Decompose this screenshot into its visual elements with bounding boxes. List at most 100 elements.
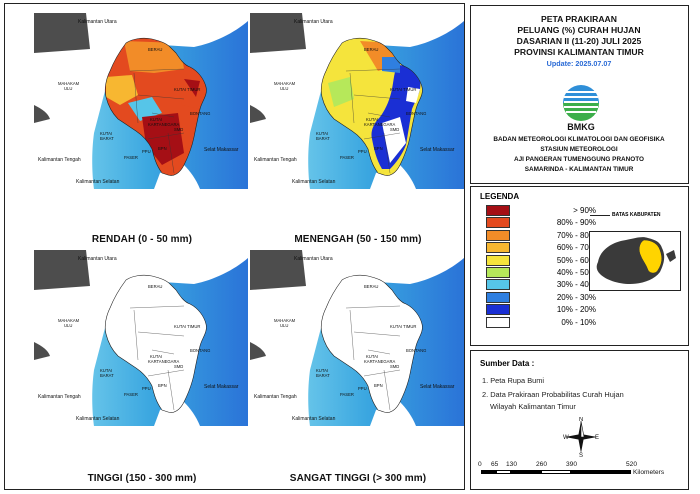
label-ppu: PPU: [142, 386, 151, 391]
neighbour-dark: [34, 13, 90, 53]
source-item-2: 2. Data Prakiraan Probabilitas Curah Huj…: [482, 390, 624, 399]
title-line-1: PETA PRAKIRAAN: [541, 14, 617, 24]
label-kaltara: Kalimantan Utara: [294, 19, 333, 25]
label-kukar: KUTAI: [366, 354, 378, 359]
label-paser: PASER: [340, 155, 354, 160]
org-line-1: BADAN METEOROLOGI KLIMATOLOGI DAN GEOFIS…: [493, 136, 665, 143]
compass-n: N: [579, 417, 583, 423]
source-item-2b: Wilayah Kalimantan Timur: [490, 402, 576, 411]
label-kubar: BARAT: [316, 136, 330, 141]
legend-item: 80% - 90%: [486, 217, 626, 229]
legend-item: 0% - 10%: [486, 316, 626, 328]
label-selat: Selat Makassar: [420, 384, 455, 390]
org-line-3: AJI PANGERAN TUMENGGUNG PRANOTO: [513, 156, 645, 163]
label-kalteng: Kalimantan Tengah: [254, 394, 297, 400]
label-kubar: KUTAI: [316, 368, 328, 373]
label-bontang: BONTANG: [190, 111, 210, 116]
label-bontang: BONTANG: [406, 348, 426, 353]
label-mahulu: ULU: [280, 323, 288, 328]
label-kubar: BARAT: [316, 373, 330, 378]
title-line-4: PROVINSI KALIMANTAN TIMUR: [514, 47, 644, 57]
map-title: PETA PRAKIRAAN PELUANG (%) CURAH HUJAN D…: [473, 14, 685, 68]
label-kubar: KUTAI: [100, 368, 112, 373]
label-smd: SMD: [390, 364, 399, 369]
label-kukar: KARTANEGARA: [148, 122, 179, 127]
scale-unit: Kilometers: [633, 469, 665, 476]
legend-label: 30% - 40%: [556, 280, 596, 290]
label-kutim: KUTAI TIMUR: [174, 324, 200, 329]
label-mahulu: MAHAKAM: [58, 318, 80, 323]
legend-label: 40% - 50%: [556, 268, 596, 277]
label-kalsel: Kalimantan Selatan: [76, 179, 120, 185]
label-kukar: KUTAI: [150, 117, 162, 122]
label-mahulu: ULU: [64, 323, 72, 328]
label-kutim: KUTAI TIMUR: [174, 87, 200, 92]
neighbour-dark: [250, 13, 306, 53]
label-bpn: BPN: [158, 383, 167, 388]
scale-seg-3: [511, 470, 541, 474]
label-paser: PASER: [124, 392, 138, 397]
legend-swatch: [486, 229, 510, 241]
legend-swatch: [486, 291, 510, 303]
legend-label: > 90%: [573, 206, 596, 215]
label-kaltara: Kalimantan Utara: [78, 256, 117, 262]
scale-tick-130: 130: [506, 461, 518, 468]
scale-seg-5: [571, 470, 631, 474]
label-paser: PASER: [340, 392, 354, 397]
legend-title: LEGENDA: [480, 192, 520, 201]
scale-tick-390: 390: [566, 461, 578, 468]
label-kalsel: Kalimantan Selatan: [292, 416, 336, 422]
label-kubar: BARAT: [100, 136, 114, 141]
legend-item: 30% - 40%: [486, 279, 626, 291]
legend-label: 20% - 30%: [556, 292, 596, 302]
label-bontang: BONTANG: [406, 111, 426, 116]
map-panel-tinggi: Kalimantan Utara BERAU KUTAI TIMUR MAHAKAM U…: [34, 250, 248, 426]
legend-label: 70% - 80%: [556, 230, 596, 240]
organization-block: BADAN METEOROLOGI KLIMATOLOGI DAN GEOFIS…: [473, 135, 685, 175]
label-kukar: KARTANEGARA: [148, 359, 179, 364]
map-panel-rendah: Kalimantan Utara BERAU KUTAI TIMUR MAHAKAM U…: [34, 13, 248, 189]
neighbour-dark: [250, 250, 306, 290]
label-kalteng: Kalimantan Tengah: [38, 394, 81, 400]
label-smd: SMD: [174, 364, 183, 369]
sources-title: Sumber Data :: [480, 359, 535, 368]
label-paser: PASER: [124, 155, 138, 160]
label-kalteng: Kalimantan Tengah: [38, 157, 81, 163]
legend-item: 20% - 30%: [486, 291, 626, 303]
sources-frame: [470, 350, 689, 490]
map-panel-menengah: Kalimantan Utara BERAU KUTAI TIMUR MAHAKAM U…: [250, 13, 464, 189]
label-bpn: BPN: [374, 146, 383, 151]
label-kukar: KUTAI: [150, 354, 162, 359]
scale-tick-65: 65: [491, 461, 499, 468]
label-selat: Selat Makassar: [420, 147, 455, 153]
legend-swatch: [486, 279, 510, 291]
legend-item: 50% - 60%: [486, 254, 626, 266]
legend-swatch: [486, 254, 510, 266]
label-kukar: KARTANEGARA: [364, 122, 395, 127]
neighbour-dark: [34, 250, 90, 290]
scale-tick-0: 0: [478, 461, 482, 468]
bmkg-logo-icon: BMKG: [563, 85, 599, 132]
label-kalsel: Kalimantan Selatan: [76, 416, 120, 422]
legend-label: 50% - 60%: [556, 255, 596, 265]
label-kutim: KUTAI TIMUR: [390, 324, 416, 329]
boundary-line-symbol: [590, 215, 610, 216]
label-kukar: KUTAI: [366, 117, 378, 122]
org-line-4: SAMARINDA - KALIMANTAN TIMUR: [524, 166, 634, 173]
label-smd: SMD: [174, 127, 183, 132]
label-ppu: PPU: [142, 149, 151, 154]
compass-s: S: [579, 453, 583, 457]
caption-sangat-tinggi: SANGAT TINGGI (> 300 mm): [289, 473, 427, 484]
title-line-2: PELUANG (%) CURAH HUJAN: [517, 25, 641, 35]
label-mahulu: MAHAKAM: [58, 81, 80, 86]
logo-text: BMKG: [567, 122, 595, 132]
legend-item: 10% - 20%: [486, 304, 626, 316]
label-kaltara: Kalimantan Utara: [294, 256, 333, 262]
legend-label: 80% - 90%: [556, 218, 596, 228]
label-ppu: PPU: [358, 149, 367, 154]
legend-item: > 90%: [486, 205, 626, 216]
label-berau: BERAU: [148, 47, 162, 52]
label-bpn: BPN: [374, 383, 383, 388]
north-arrow-icon: N S W E: [563, 417, 599, 457]
label-ppu: PPU: [358, 386, 367, 391]
